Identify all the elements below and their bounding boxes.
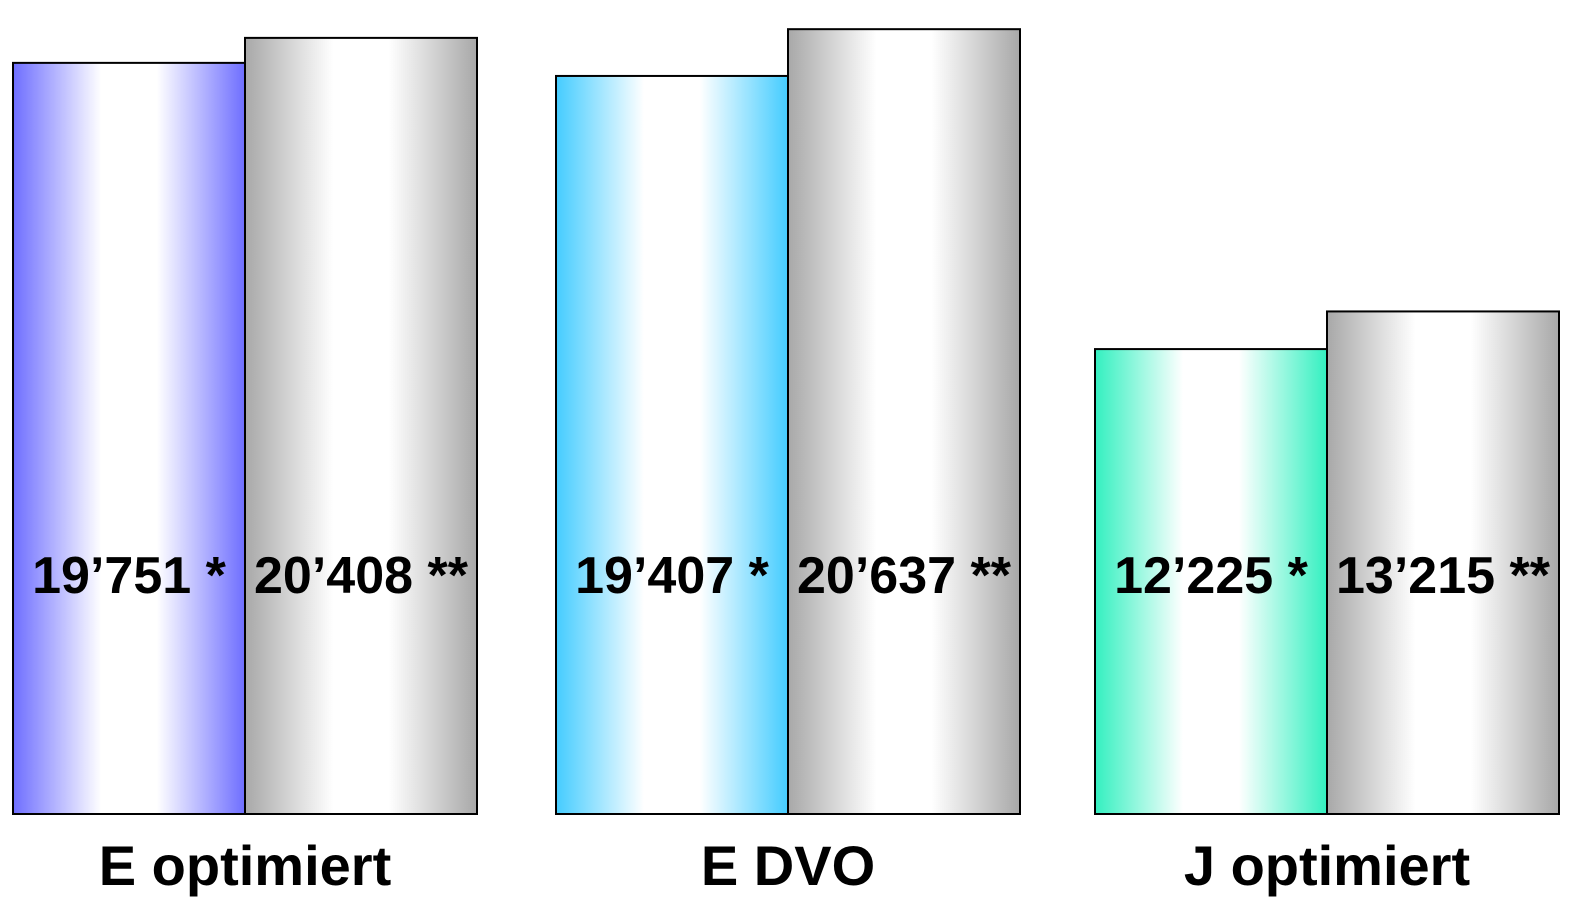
- category-labels-layer: E optimiert E DVO J optimiert: [99, 834, 1470, 897]
- bar-value-label-primary-0: 19’751 *: [32, 547, 226, 605]
- bar-labels-layer: 19’751 * 20’408 ** 19’407 * 20’637 ** 12’225…: [32, 547, 1551, 605]
- bar-secondary-1: [787, 28, 1021, 816]
- category-label-1: E DVO: [701, 834, 875, 897]
- category-label-0: E optimiert: [99, 834, 391, 897]
- bar-primary-0: [12, 61, 246, 816]
- bar-value-label-primary-1: 19’407 *: [575, 547, 769, 605]
- category-label-2: J optimiert: [1184, 834, 1470, 897]
- bar-value-label-primary-2: 12’225 *: [1114, 547, 1308, 605]
- bars-layer: [12, 28, 1560, 816]
- bar-secondary-0: [244, 36, 478, 815]
- bar-value-label-secondary-1: 20’637 **: [797, 547, 1012, 605]
- bar-primary-1: [555, 74, 789, 816]
- bar-value-label-secondary-0: 20’408 **: [254, 547, 469, 605]
- bar-primary-2: [1094, 348, 1328, 815]
- bar-value-label-secondary-2: 13’215 **: [1336, 547, 1551, 605]
- bar-secondary-2: [1326, 310, 1560, 815]
